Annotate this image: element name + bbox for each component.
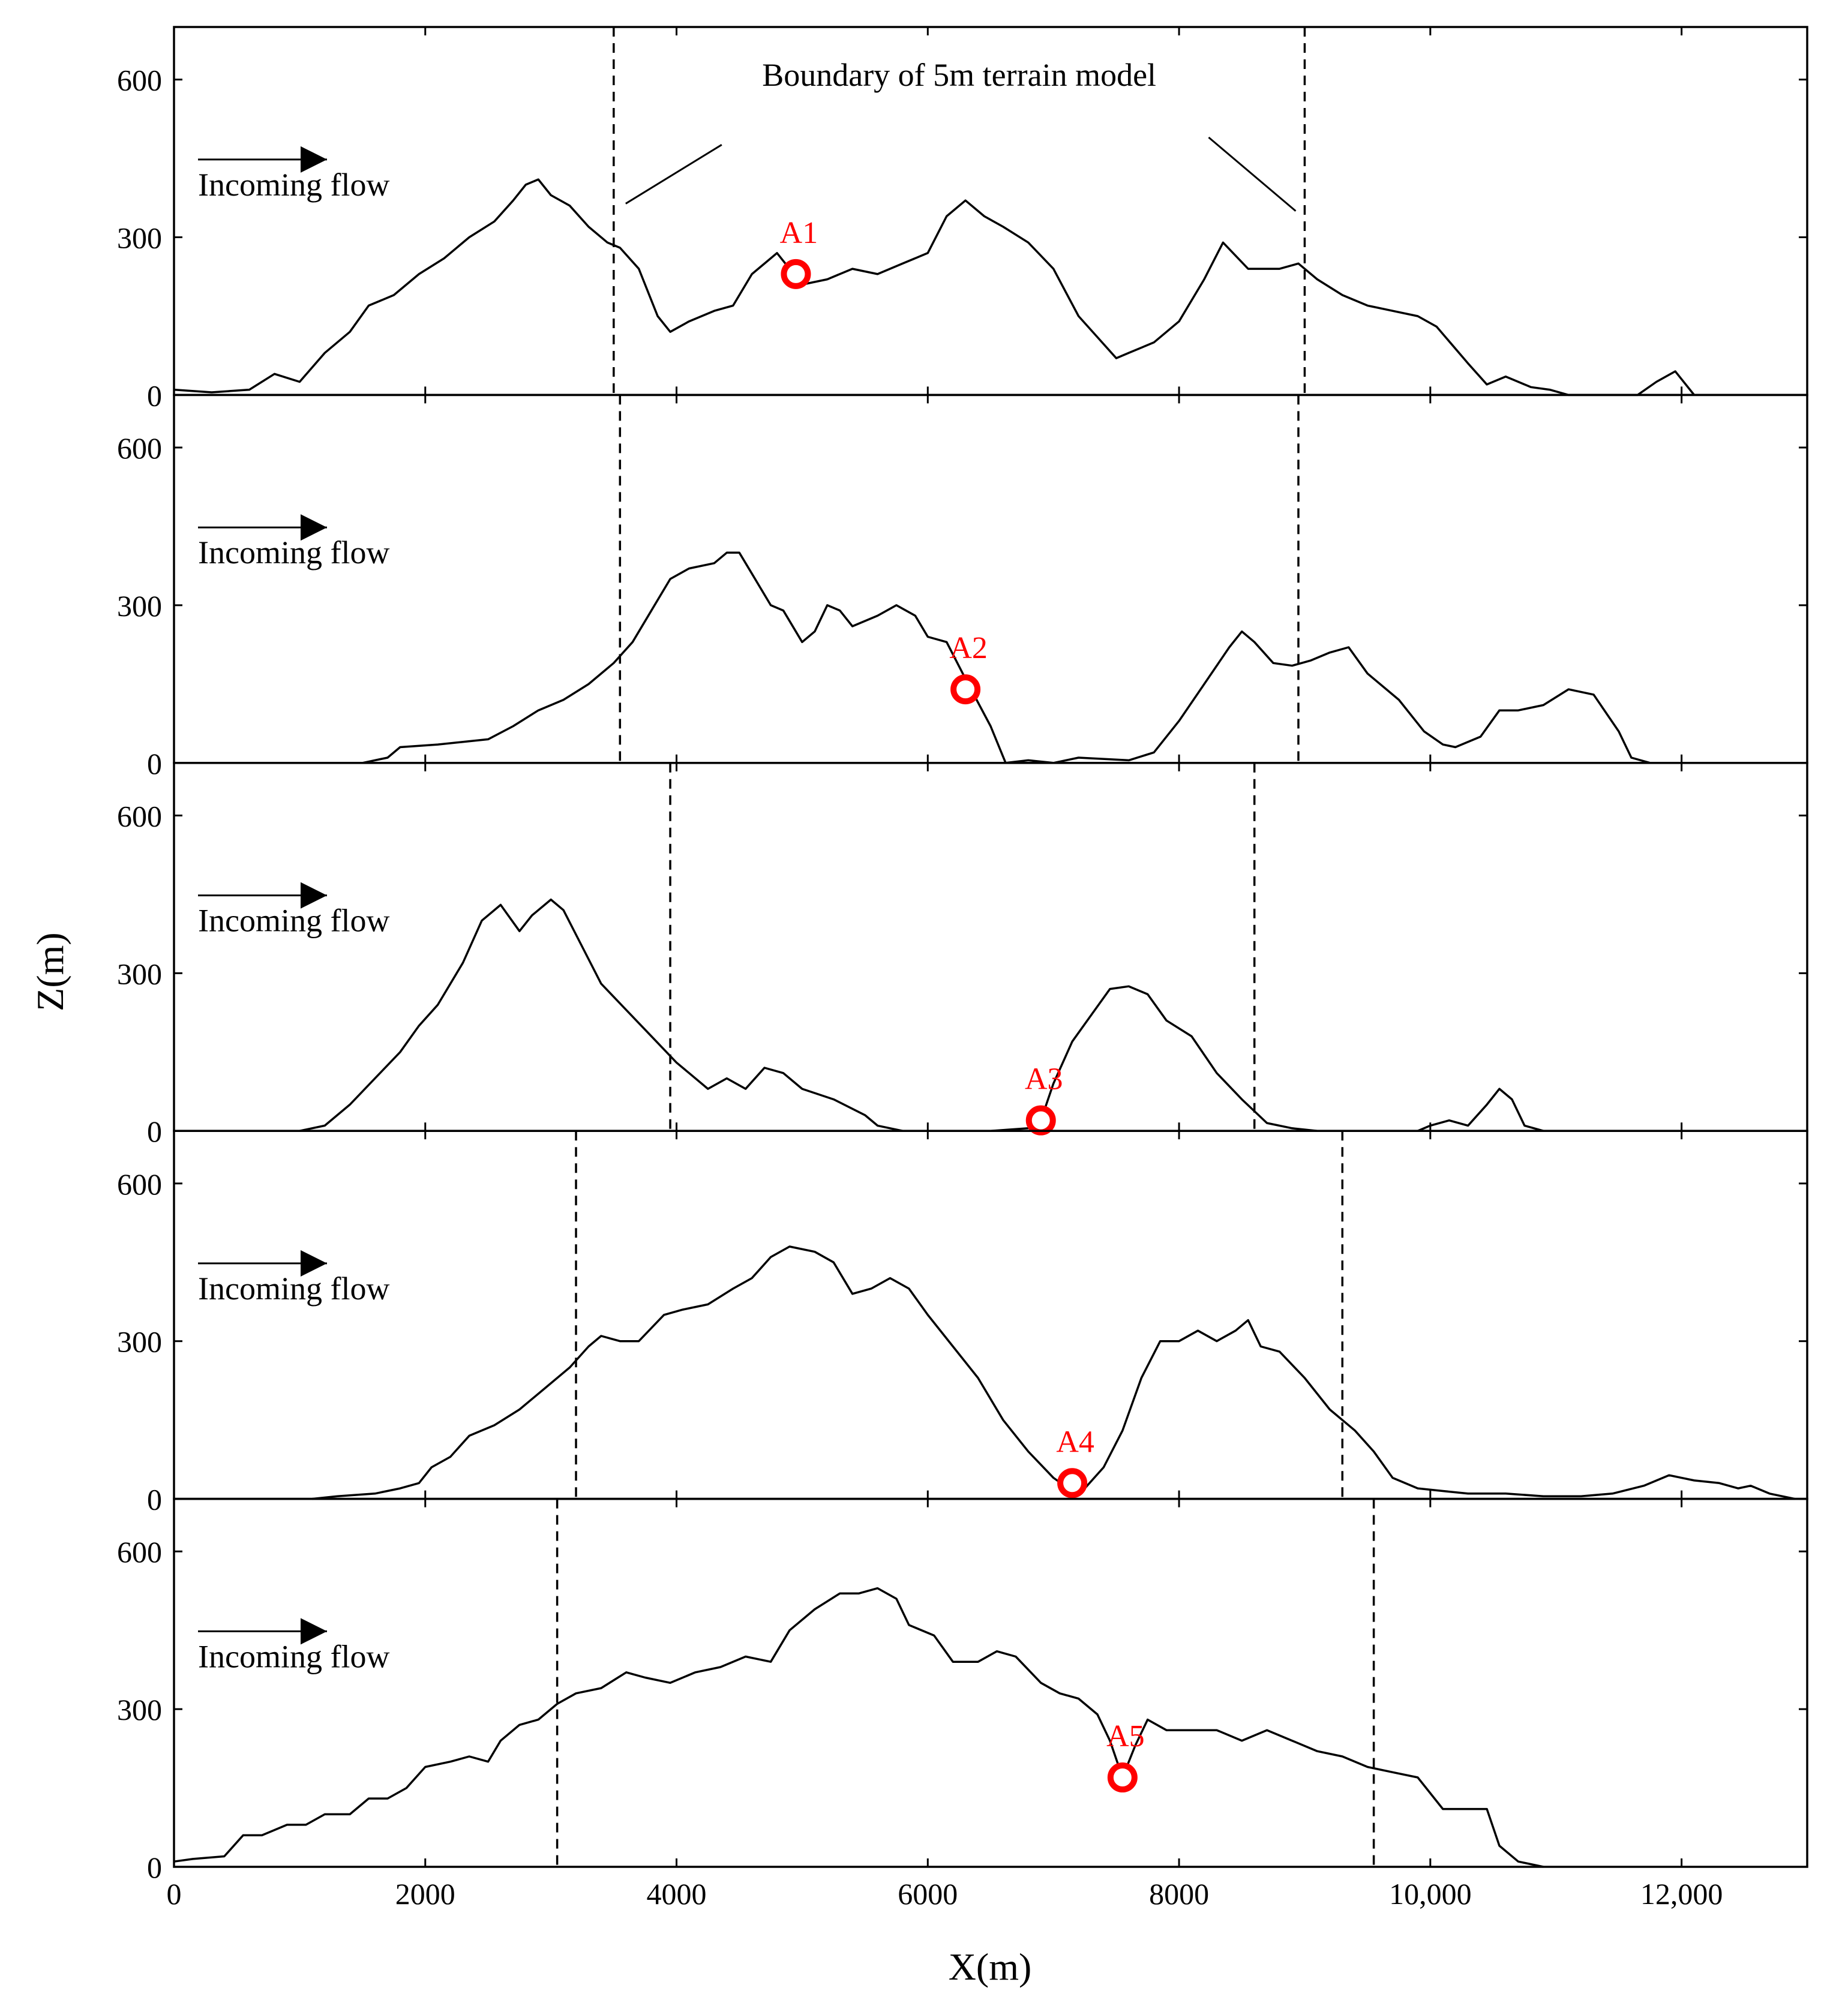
measurement-point-marker (1025, 1105, 1056, 1136)
x-tick-label: 2000 (395, 1877, 455, 1911)
x-tick-label: 0 (167, 1877, 182, 1911)
y-tick-label: 600 (117, 1535, 162, 1569)
x-tick-label: 4000 (647, 1877, 707, 1911)
x-tick-label: 8000 (1149, 1877, 1209, 1911)
measurement-point-label: A4 (1056, 1425, 1094, 1459)
panel-3: 0 300 600 Incoming flow A3 (117, 762, 1808, 1148)
incoming-flow-label: Incoming flow (198, 534, 389, 570)
measurement-point-marker (1107, 1762, 1138, 1793)
measurement-point-label: A2 (949, 631, 988, 665)
panel-1: 0 300 600 Incoming flow A1 Boundary of 5m ter… (117, 26, 1808, 412)
terrain-profile-line (362, 551, 1651, 764)
panel-frame (173, 1130, 1808, 1500)
y-tick-label: 0 (147, 1115, 162, 1148)
terrain-profile-line (173, 178, 1695, 397)
y-tick-label: 600 (117, 64, 162, 97)
terrain-profile-line (299, 898, 1544, 1132)
annotation-pointer-right (1208, 136, 1297, 212)
measurement-point-marker (1057, 1468, 1088, 1499)
panel-frame (173, 762, 1808, 1132)
terrain-profile-line (173, 1587, 1544, 1868)
incoming-flow-label: Incoming flow (198, 1638, 389, 1674)
y-tick-label: 300 (117, 957, 162, 990)
y-tick-label: 0 (147, 379, 162, 412)
y-tick-label: 0 (147, 1851, 162, 1884)
measurement-point-label: A5 (1106, 1719, 1145, 1753)
x-axis-label: X(m) (949, 1945, 1032, 1988)
measurement-point-label: A1 (780, 216, 818, 250)
chart-root: 0 300 600 Incoming flow A1 Boundary of 5m ter… (117, 26, 1808, 1911)
y-tick-label: 300 (117, 589, 162, 623)
y-tick-label: 300 (117, 1693, 162, 1726)
incoming-flow-label: Incoming flow (198, 903, 389, 939)
annotation-pointer-left (625, 144, 722, 205)
incoming-flow-label: Incoming flow (198, 1271, 389, 1307)
y-tick-label: 0 (147, 1483, 162, 1516)
measurement-point-marker (950, 674, 981, 705)
panel-5: 0 300 600 Incoming flow A5 (117, 1497, 1808, 1884)
panel-frame (173, 394, 1808, 764)
incoming-flow-label: Incoming flow (198, 167, 389, 203)
x-tick-label: 6000 (898, 1877, 958, 1911)
y-tick-label: 600 (117, 431, 162, 465)
panel-frame (173, 1497, 1808, 1868)
terrain-profile-line (312, 1245, 1795, 1500)
measurement-point-marker (781, 259, 811, 289)
x-tick-label: 12,000 (1640, 1877, 1723, 1911)
boundary-annotation: Boundary of 5m terrain model (762, 57, 1156, 93)
y-tick-label: 600 (117, 799, 162, 833)
y-tick-label: 600 (117, 1167, 162, 1201)
y-tick-label: 300 (117, 221, 162, 255)
y-axis-label: Z(m) (29, 932, 71, 1011)
y-tick-label: 300 (117, 1325, 162, 1359)
measurement-point-label: A3 (1025, 1062, 1063, 1097)
panel-4: 0 300 600 Incoming flow A4 (117, 1130, 1808, 1516)
x-tick-label: 10,000 (1389, 1877, 1472, 1911)
panel-2: 0 300 600 Incoming flow A2 (117, 394, 1808, 780)
y-tick-label: 0 (147, 747, 162, 780)
